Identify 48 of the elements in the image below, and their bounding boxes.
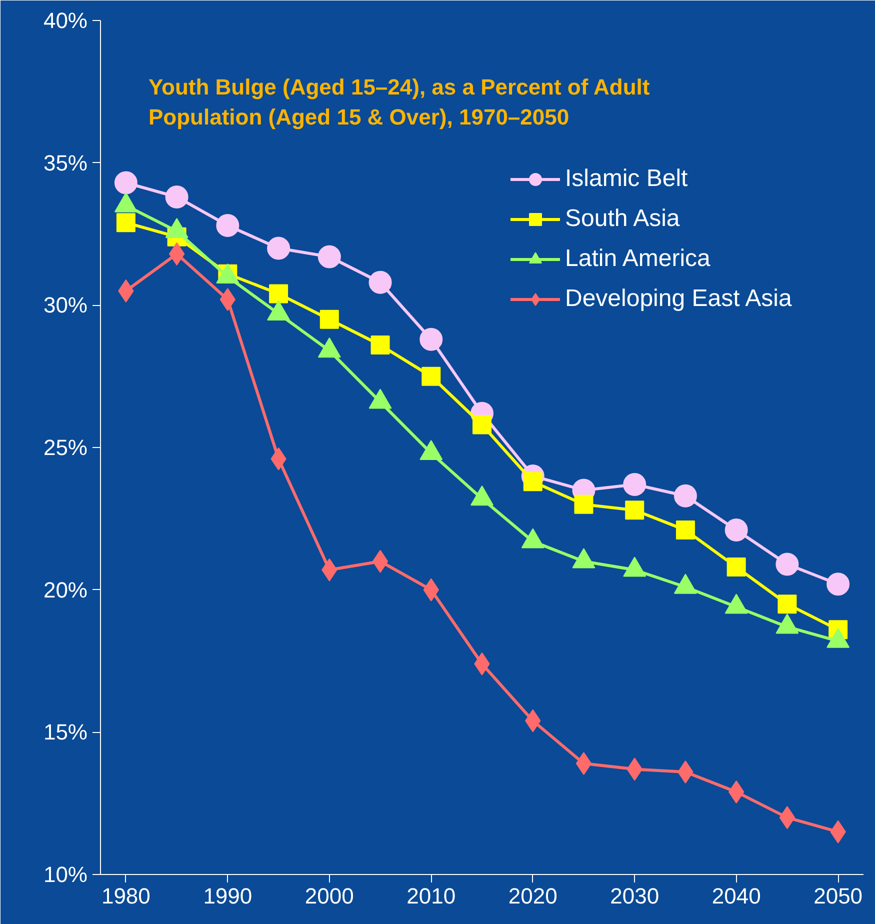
y-tick-label: 20% <box>43 577 88 602</box>
point <box>267 236 290 260</box>
x-tick-label: 2030 <box>610 884 660 908</box>
x-tick-label: 2010 <box>406 884 456 908</box>
point <box>368 270 392 294</box>
x-tick-label: 2050 <box>814 884 863 908</box>
point <box>625 500 644 520</box>
x-tick-label: 1980 <box>101 884 150 908</box>
point <box>320 310 339 329</box>
point <box>114 171 138 194</box>
point <box>826 572 850 596</box>
point <box>420 328 443 351</box>
point <box>269 284 288 304</box>
x-tick-label: 2000 <box>304 884 354 908</box>
point <box>726 558 746 577</box>
point <box>523 472 542 492</box>
point <box>623 473 646 496</box>
point <box>776 552 799 576</box>
text: Youth Bulge (Aged 15–24), as a Percent of Adult Population (Aged 15 & Over), 1970–2050 <box>148 74 650 130</box>
y-tick-label: 25% <box>43 435 88 460</box>
legend-label: South Asia <box>565 205 680 233</box>
point <box>778 594 797 614</box>
x-tick-label: 2020 <box>508 884 558 908</box>
point <box>676 520 695 540</box>
point <box>422 366 441 386</box>
y-tick-label: 15% <box>43 720 88 745</box>
point <box>674 484 697 508</box>
point <box>574 494 594 514</box>
x-tick-label: 2040 <box>712 884 761 908</box>
legend-label: Latin America <box>565 245 710 273</box>
point <box>216 214 240 237</box>
point <box>724 518 748 542</box>
point <box>165 186 188 208</box>
point <box>116 213 136 232</box>
x-tick-label: 1990 <box>203 884 252 908</box>
point <box>472 415 492 434</box>
y-tick-label: 10% <box>43 862 88 887</box>
legend-label: Islamic Belt <box>565 165 688 193</box>
y-tick-label: 40% <box>43 8 88 33</box>
point <box>318 245 341 268</box>
legend-label: Developing East Asia <box>565 285 792 313</box>
point <box>779 806 796 830</box>
point <box>370 336 390 355</box>
point <box>168 242 185 266</box>
point <box>576 752 592 775</box>
y-tick-label: 35% <box>43 150 88 176</box>
y-tick-label: 30% <box>43 292 88 318</box>
point <box>372 550 388 573</box>
